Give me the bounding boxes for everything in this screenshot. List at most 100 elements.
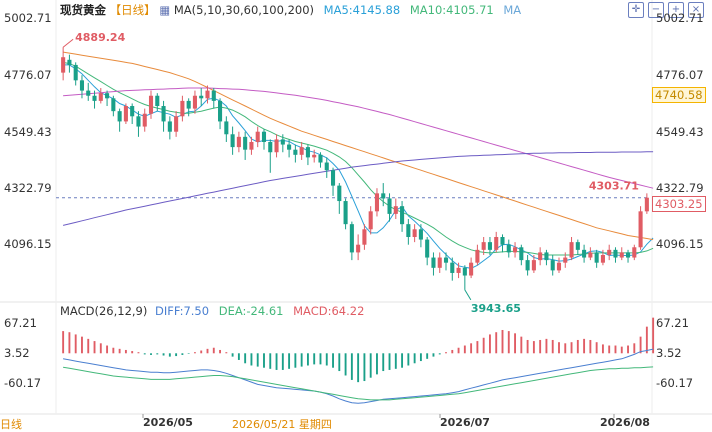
ma10-value: MA10:4105.71 <box>409 3 494 17</box>
candle-up <box>538 252 543 261</box>
candle-down <box>613 249 618 258</box>
candle-down <box>130 106 135 117</box>
candle-down <box>73 64 78 81</box>
candle-down <box>519 247 524 261</box>
macd-bar <box>225 352 228 354</box>
candle-down <box>349 224 354 253</box>
candle-down <box>387 198 392 214</box>
candle-up <box>98 93 103 101</box>
candle-up <box>61 57 66 73</box>
macd-bar <box>93 341 96 354</box>
ma-indicator-icon[interactable]: ▦ <box>159 3 171 17</box>
candle-down <box>136 116 141 127</box>
candle-down <box>381 193 386 199</box>
candle-down <box>462 267 467 276</box>
candle-up <box>362 229 367 245</box>
candle-up <box>299 147 304 155</box>
macd-bar <box>639 336 642 354</box>
period-button[interactable]: 日线 <box>0 418 22 431</box>
candle-up <box>255 131 260 142</box>
y-tick-right: 5002.71 <box>656 11 704 25</box>
candle-up <box>374 193 380 212</box>
macd-bar <box>583 338 586 354</box>
macd-bar <box>401 353 404 368</box>
ma-more-label[interactable]: MA <box>503 3 522 17</box>
cursor-date-label: 2026/05/21 星期四 <box>232 418 332 431</box>
candle-down <box>431 257 436 268</box>
macd-bar <box>608 345 611 354</box>
macd-bar <box>200 350 203 354</box>
candle-down <box>92 95 97 101</box>
macd-hist-value: MACD:64.22 <box>293 304 365 318</box>
macd-bar <box>306 353 309 366</box>
candle-down <box>261 131 267 142</box>
macd-bar <box>219 349 221 354</box>
ma-line-ma60 <box>63 87 654 189</box>
macd-bar <box>143 353 146 355</box>
candle-up <box>174 116 179 132</box>
candle-down <box>111 98 116 112</box>
macd-bar <box>438 353 441 355</box>
macd-bar <box>507 331 510 354</box>
candle-up <box>437 257 442 268</box>
crosshair-icon[interactable]: ✛ <box>628 2 644 18</box>
macd-bar <box>187 353 190 354</box>
instrument-title: 现货黄金 <box>60 3 106 17</box>
candle-up <box>368 211 373 230</box>
macd-bar <box>526 339 529 354</box>
candle-up <box>123 106 128 122</box>
candle-up <box>142 113 147 127</box>
macd-bar <box>162 353 165 356</box>
ma-line-ma5 <box>63 64 654 269</box>
close-icon[interactable]: × <box>688 2 704 18</box>
candle-down <box>79 80 85 91</box>
macd-bar <box>595 342 598 354</box>
candle-down <box>230 134 235 148</box>
y-tick-left: 4776.07 <box>4 68 52 82</box>
macd-bar <box>394 353 397 369</box>
candle-down <box>268 141 273 153</box>
macd-bar <box>476 341 479 354</box>
candle-up <box>393 206 398 214</box>
candle-down <box>243 136 248 150</box>
macd-bar <box>118 348 121 354</box>
period-selector[interactable]: 【日线】 <box>109 3 156 17</box>
macd-bar <box>558 342 560 354</box>
plus-icon[interactable]: + <box>668 2 684 18</box>
macd-bar <box>376 353 378 375</box>
candle-down <box>218 100 223 122</box>
candle-up <box>632 247 637 258</box>
candle-down <box>305 147 310 158</box>
candle-up <box>236 136 241 148</box>
ma5-value: MA5:4145.88 <box>323 3 401 17</box>
ma-price-tag: 4740.58 <box>652 87 706 103</box>
macd-tick-right: -60.17 <box>656 376 694 390</box>
candle-up <box>312 154 317 158</box>
ma-line-ma30 <box>63 51 654 241</box>
candle-up <box>556 262 562 271</box>
last-price-tag: 4303.25 <box>652 196 706 212</box>
candle-down <box>525 260 530 271</box>
candle-down <box>199 95 204 99</box>
x-tick: 2026/08 <box>600 416 650 429</box>
candle-down <box>155 95 160 107</box>
macd-bar <box>470 343 473 354</box>
ma-line-ma100 <box>62 151 654 226</box>
macd-bar <box>263 353 265 368</box>
candle-down <box>117 111 122 122</box>
macd-bar <box>495 332 498 354</box>
macd-bar <box>194 352 196 354</box>
candle-up <box>469 262 474 276</box>
candle-down <box>500 237 505 245</box>
macd-params-label[interactable]: MACD(26,12,9) <box>60 304 148 318</box>
macd-bar <box>281 353 284 370</box>
candle-up <box>619 252 624 258</box>
macd-bar <box>62 331 65 354</box>
candle-up <box>412 229 417 238</box>
macd-bar <box>445 352 447 354</box>
minus-icon[interactable]: − <box>648 2 664 18</box>
toolbar-icons: ✛ − + × <box>628 2 704 18</box>
macd-bar <box>338 353 341 372</box>
ma-params-label[interactable]: MA(5,10,30,60,100,200) <box>173 3 314 17</box>
